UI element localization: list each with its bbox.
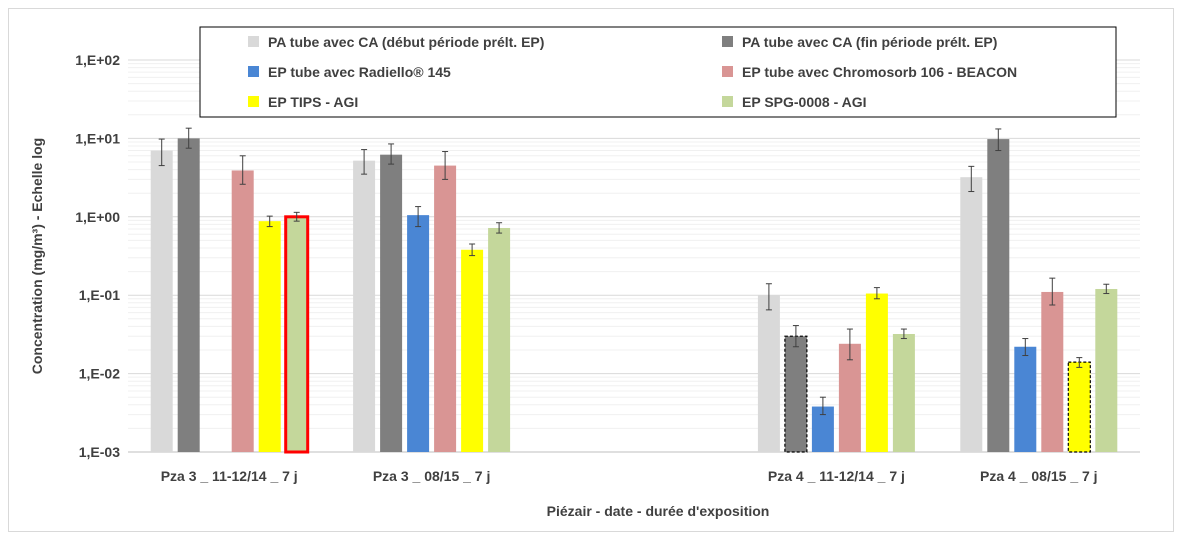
x-category-label: Pza 4 _ 11-12/14 _ 7 j — [768, 468, 905, 484]
legend-label: PA tube avec CA (fin période prélt. EP) — [742, 34, 997, 50]
x-category-label: Pza 4 _ 08/15 _ 7 j — [980, 468, 1098, 484]
legend-label: EP SPG-0008 - AGI — [742, 94, 867, 110]
bar — [380, 154, 403, 452]
bar — [1095, 288, 1118, 452]
legend-swatch — [722, 96, 733, 107]
legend-label: EP TIPS - AGI — [268, 94, 358, 110]
bar — [434, 165, 457, 452]
bar — [1067, 361, 1091, 453]
bar — [865, 293, 888, 452]
bar — [488, 227, 511, 452]
y-tick-label: 1,E+01 — [75, 130, 120, 146]
legend-label: EP tube avec Radiello® 145 — [268, 64, 451, 80]
bar — [784, 335, 808, 453]
y-tick-label: 1,E+00 — [75, 209, 120, 225]
legend-label: EP tube avec Chromosorb 106 - BEACON — [742, 64, 1017, 80]
legend-box — [199, 26, 1117, 118]
y-tick-label: 1,E-02 — [79, 366, 120, 382]
bar — [353, 160, 376, 452]
legend-swatch — [722, 36, 733, 47]
bar — [757, 295, 780, 452]
bar — [461, 249, 484, 452]
x-axis-title: Piézair - date - durée d'exposition — [547, 503, 770, 519]
legend-swatch — [248, 96, 259, 107]
bar — [892, 333, 915, 452]
bar — [258, 221, 281, 452]
bar — [1041, 291, 1064, 452]
bar — [838, 343, 861, 452]
bar — [960, 177, 983, 453]
bar — [811, 406, 834, 452]
bar — [231, 170, 254, 452]
bar — [407, 215, 430, 452]
bar — [150, 150, 173, 452]
x-category-label: Pza 3 _ 08/15 _ 7 j — [373, 468, 491, 484]
bar — [987, 139, 1010, 452]
legend-label: PA tube avec CA (début période prélt. EP… — [268, 34, 544, 50]
bar — [177, 138, 200, 452]
bar — [1014, 346, 1037, 452]
x-category-label: Pza 3 _ 11-12/14 _ 7 j — [161, 468, 298, 484]
legend-swatch — [248, 36, 259, 47]
bar — [284, 215, 310, 454]
legend-swatch — [722, 66, 733, 77]
chart-frame — [8, 8, 1174, 532]
y-tick-label: 1,E-03 — [79, 444, 120, 460]
y-tick-label: 1,E+02 — [75, 52, 120, 68]
y-tick-label: 1,E-01 — [79, 287, 120, 303]
legend-swatch — [248, 66, 259, 77]
y-axis-title: Concentration (mg/m³) - Echelle log — [29, 138, 45, 374]
